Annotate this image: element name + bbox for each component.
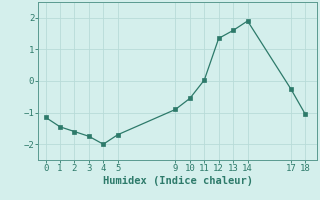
X-axis label: Humidex (Indice chaleur): Humidex (Indice chaleur) bbox=[103, 176, 252, 186]
